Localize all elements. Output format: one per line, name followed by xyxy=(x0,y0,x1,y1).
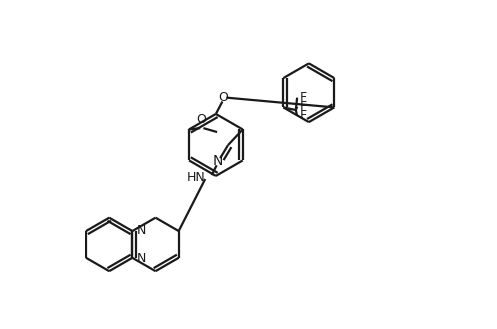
Text: N: N xyxy=(137,252,146,265)
Text: F: F xyxy=(300,91,307,104)
Text: O: O xyxy=(196,113,206,126)
Text: N: N xyxy=(137,224,146,237)
Text: F: F xyxy=(300,100,307,113)
Text: F: F xyxy=(300,110,307,122)
Text: N: N xyxy=(213,154,224,168)
Text: O: O xyxy=(218,91,228,104)
Text: HN: HN xyxy=(187,170,206,184)
